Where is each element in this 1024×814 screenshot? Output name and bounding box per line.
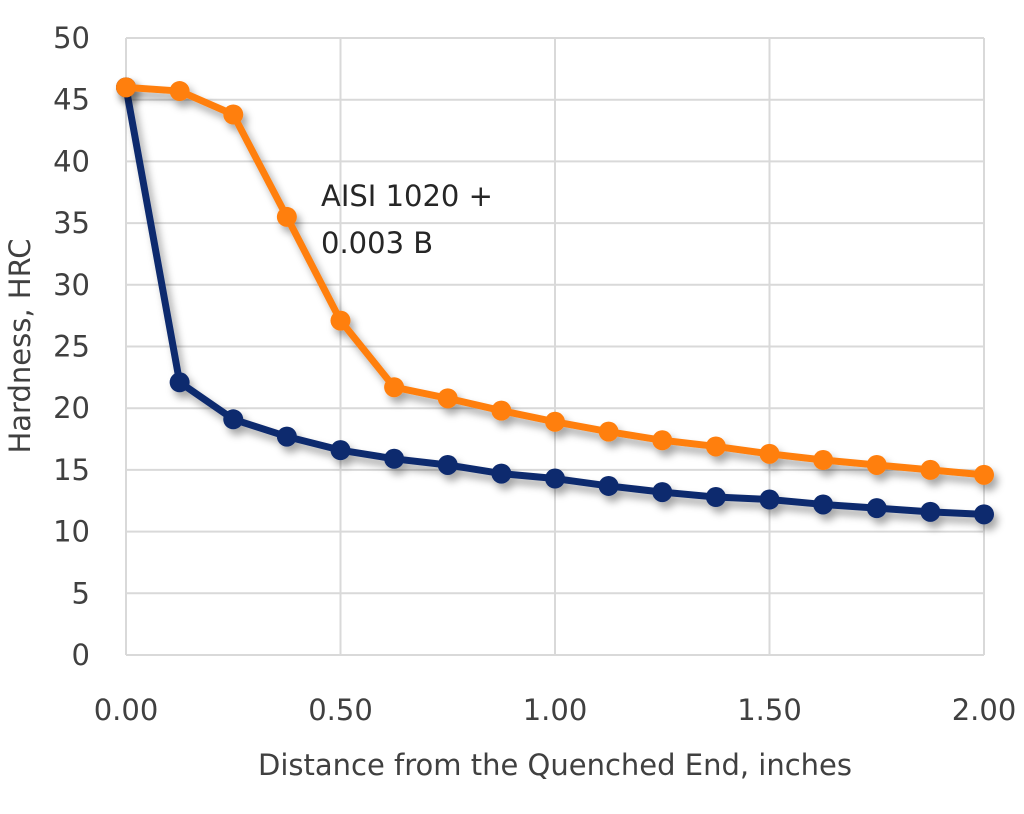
y-tick-label: 15 (53, 453, 90, 487)
grid (125, 37, 985, 656)
x-tick-label: 1.50 (737, 693, 802, 727)
data-point (169, 372, 190, 393)
data-point (598, 475, 619, 496)
y-tick-label: 30 (53, 268, 90, 302)
data-point (384, 448, 405, 469)
data-point (276, 426, 297, 447)
data-point (705, 487, 726, 508)
x-tick-label: 0.00 (94, 693, 159, 727)
data-point (759, 443, 780, 464)
data-point (491, 463, 512, 484)
data-point (813, 450, 834, 471)
data-point (866, 498, 887, 519)
data-point (116, 77, 136, 98)
series-layer (116, 77, 994, 525)
data-point (330, 310, 351, 331)
y-tick-label: 25 (53, 330, 90, 364)
data-point (169, 81, 190, 102)
data-point (437, 388, 458, 409)
annotation-line-2: 0.003 B (321, 226, 433, 260)
data-point (276, 206, 297, 227)
data-point (705, 436, 726, 457)
data-point (437, 454, 458, 475)
y-tick-label: 40 (53, 144, 90, 178)
data-point (974, 464, 994, 485)
data-point (384, 377, 405, 398)
series-0 (116, 77, 994, 485)
data-point (652, 482, 673, 503)
data-point (920, 459, 941, 480)
data-point (813, 494, 834, 515)
data-point (223, 104, 244, 125)
y-tick-label: 50 (53, 21, 90, 55)
y-tick-label: 35 (53, 206, 90, 240)
data-point (598, 421, 619, 442)
data-point (330, 440, 351, 461)
data-point (223, 409, 244, 430)
y-tick-label: 20 (53, 391, 90, 425)
y-tick-label: 10 (53, 515, 90, 549)
x-tick-label: 2.00 (952, 693, 1017, 727)
annotation-line-1: AISI 1020 + (321, 179, 493, 213)
y-tick-label: 45 (53, 83, 90, 117)
data-point (652, 430, 673, 451)
data-point (759, 489, 780, 510)
y-axis-ticks: 0 5 10 15 20 25 30 35 40 45 50 (53, 21, 90, 672)
y-tick-label: 5 (72, 576, 90, 610)
data-point (920, 501, 941, 522)
y-axis-label: Hardness, HRC (3, 238, 37, 453)
data-point (866, 454, 887, 475)
data-point (545, 468, 565, 489)
data-point (974, 504, 994, 525)
x-tick-label: 1.00 (523, 693, 588, 727)
y-tick-label: 0 (72, 638, 90, 672)
x-axis-label: Distance from the Quenched End, inches (258, 748, 852, 782)
x-axis-ticks: 0.00 0.50 1.00 1.50 2.00 (94, 693, 1017, 727)
data-point (545, 411, 565, 432)
x-tick-label: 0.50 (308, 693, 373, 727)
data-point (491, 400, 512, 421)
